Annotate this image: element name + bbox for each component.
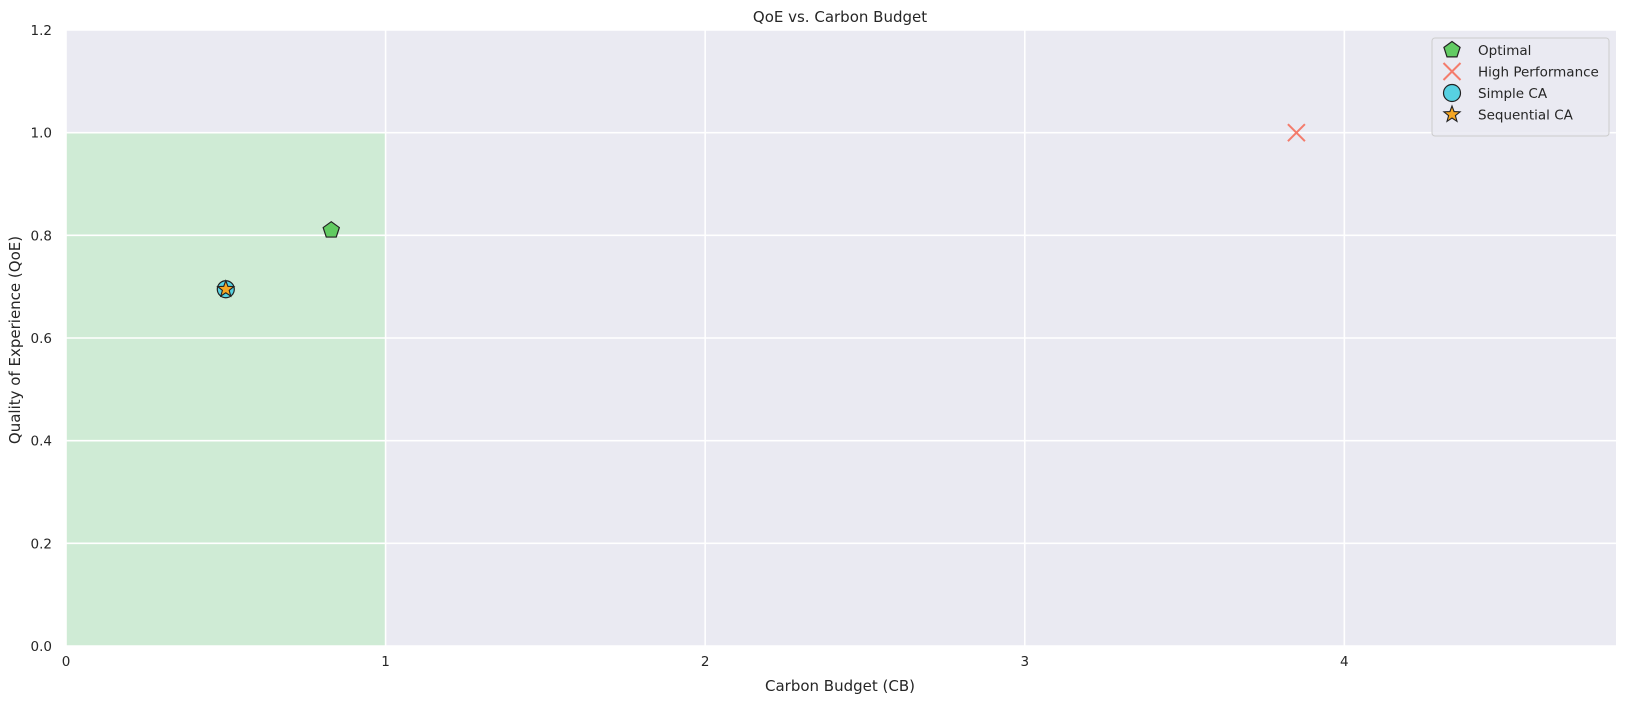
shaded-region-layer [66, 132, 386, 646]
y-axis-label: Quality of Experience (QoE) [6, 236, 24, 444]
y-tick-label: 1.0 [31, 126, 52, 142]
x-tick-label: 4 [1340, 654, 1349, 670]
shaded-region [66, 132, 386, 646]
data-point-sequential-ca [216, 279, 236, 298]
y-tick-label: 0.8 [31, 228, 52, 244]
x-tick-label: 1 [381, 654, 390, 670]
legend-label: Simple CA [1478, 86, 1548, 102]
legend-label: Sequential CA [1478, 108, 1574, 124]
legend-label: Optimal [1478, 43, 1531, 59]
x-tick-label: 0 [62, 654, 71, 670]
data-points-layer [216, 123, 1306, 299]
chart-title: QoE vs. Carbon Budget [753, 8, 927, 26]
x-tick-label: 2 [701, 654, 710, 670]
y-tick-label: 0.2 [31, 536, 52, 552]
legend-marker-simple-ca [1442, 83, 1462, 103]
data-point-optimal [322, 220, 341, 238]
y-tick-label: 0.0 [31, 639, 52, 655]
tick-labels-layer: 0 1 2 3 4 0.0 0.2 0.4 0.6 0.8 1.0 1.2 [31, 23, 1349, 670]
legend-label: High Performance [1478, 65, 1599, 81]
data-point-high-performance [1287, 123, 1306, 142]
y-tick-label: 0.4 [31, 434, 52, 450]
x-axis-label: Carbon Budget (CB) [765, 677, 915, 695]
legend-box [1431, 37, 1610, 137]
legend-marker-optimal [1443, 40, 1461, 58]
x-tick-label: 3 [1020, 654, 1029, 670]
grid-layer [65, 29, 1616, 647]
legend-marker-sequential-ca [1442, 104, 1462, 123]
chart-legend: Optimal High Performance Simple CA Sequenti… [1431, 37, 1610, 137]
y-tick-label: 0.6 [31, 331, 52, 347]
legend-marker-high-performance [1442, 62, 1462, 81]
y-tick-label: 1.2 [31, 23, 52, 39]
